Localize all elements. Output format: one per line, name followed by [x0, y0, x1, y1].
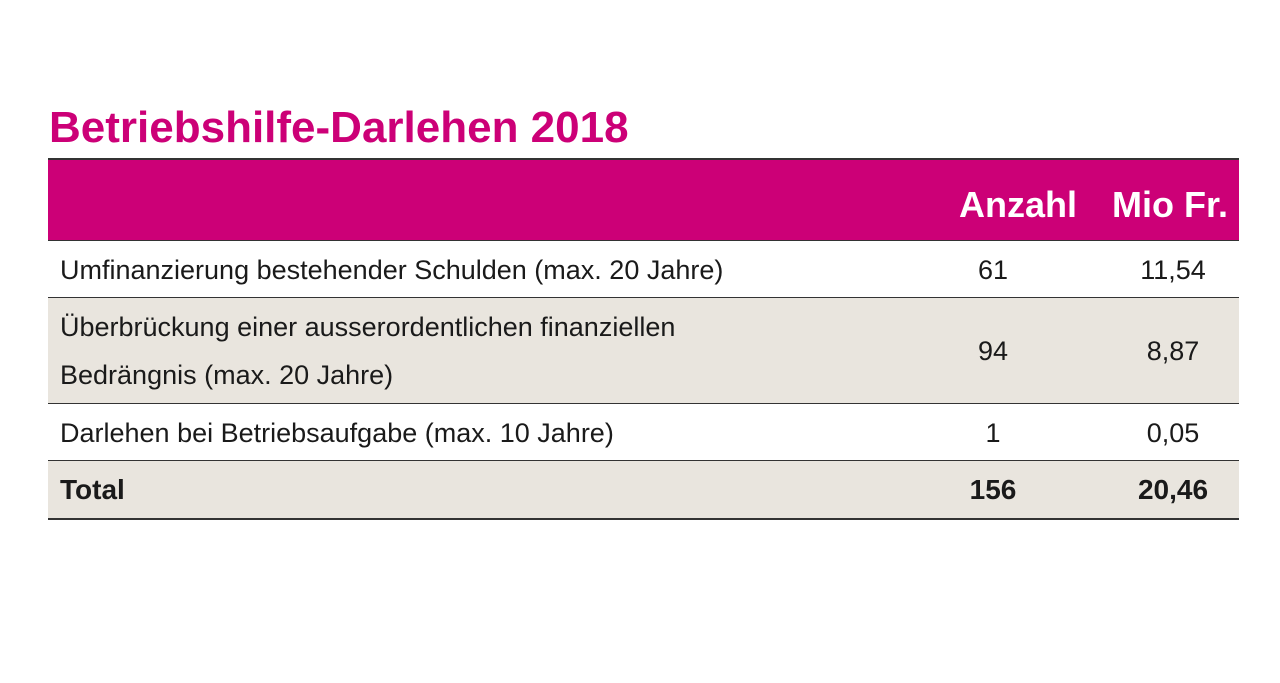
row-anzahl: 94 [977, 336, 1009, 366]
total-mio-fr: 20,46 [1137, 474, 1209, 505]
row-label: Umfinanzierung bestehender Schulden (max… [60, 255, 724, 285]
row-anzahl: 61 [977, 255, 1009, 285]
table-row: Umfinanzierung bestehender Schulden (max… [48, 241, 1239, 298]
row-mio-fr: 11,54 [1140, 255, 1206, 285]
total-anzahl: 156 [969, 474, 1017, 505]
table-header-row: Anzahl Mio Fr. [48, 160, 1239, 241]
table-title: Betriebshilfe-Darlehen 2018 [49, 103, 629, 152]
row-mio-fr: 0,05 [1146, 418, 1200, 448]
loan-table: Anzahl Mio Fr. Umfinanzierung bestehende… [48, 158, 1239, 520]
table-total-row: Total 156 20,46 [48, 461, 1239, 520]
column-header-mio-fr: Mio Fr. [1112, 184, 1228, 225]
row-label-line-1: Überbrückung einer ausserordentlichen fi… [60, 312, 676, 342]
row-label-line-2: Bedrängnis (max. 20 Jahre) [60, 360, 394, 390]
total-label: Total [60, 474, 125, 505]
row-label: Darlehen bei Betriebsaufgabe (max. 10 Ja… [60, 418, 614, 448]
table-row: Überbrückung einer ausserordentlichen fi… [48, 298, 1239, 404]
column-header-anzahl: Anzahl [958, 184, 1077, 225]
table-row: Darlehen bei Betriebsaufgabe (max. 10 Ja… [48, 404, 1239, 461]
row-anzahl: 1 [985, 418, 1001, 448]
row-mio-fr: 8,87 [1146, 336, 1200, 366]
